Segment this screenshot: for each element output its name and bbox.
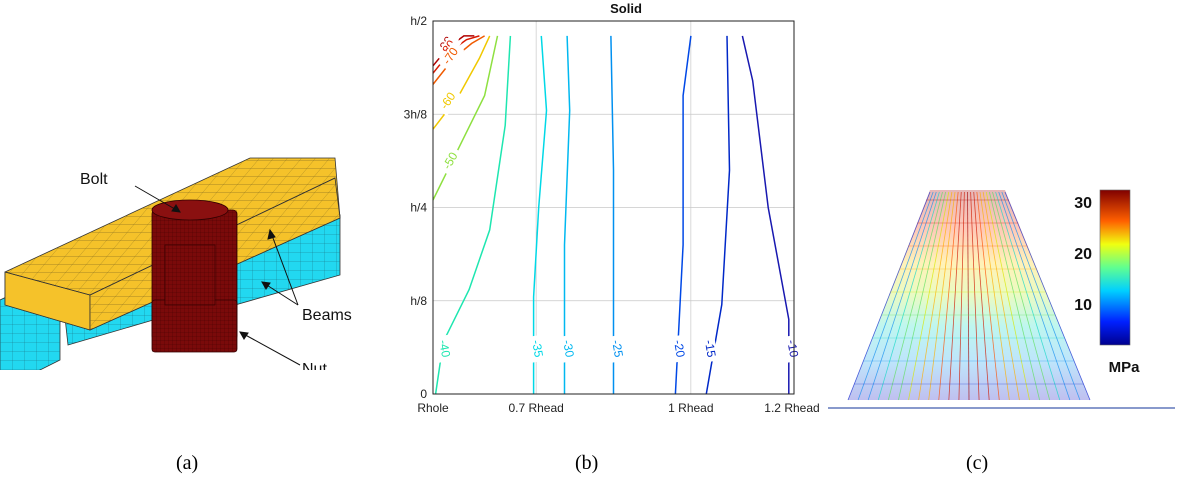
force-vector	[992, 191, 1051, 401]
force-vector	[976, 191, 1000, 401]
force-vector	[938, 191, 959, 401]
contour-label-bg	[669, 334, 688, 363]
bolt-label: Bolt	[80, 171, 108, 188]
contour-label-bg	[438, 146, 464, 176]
leader-arrows	[134, 185, 301, 366]
force-vector	[970, 191, 980, 401]
y-tick-label: h/2	[410, 14, 427, 28]
colorbar-tick-20: 20	[1074, 246, 1092, 263]
colorbar-unit: MPa	[1109, 359, 1141, 376]
force-vector	[898, 191, 947, 401]
y-tick-label: 0	[420, 387, 427, 401]
force-vector	[1004, 191, 1091, 401]
caption-b: (b)	[575, 452, 599, 474]
contour-label-bg	[782, 334, 801, 363]
nut-label: Nut	[302, 361, 327, 370]
beams-label: Beams	[302, 307, 352, 324]
contour-label-bg	[434, 334, 453, 363]
contour-label-bg	[558, 334, 577, 363]
force-vector	[918, 191, 953, 401]
force-vector	[967, 191, 970, 401]
force-vector	[877, 191, 940, 401]
force-vector	[988, 191, 1040, 401]
force-vector	[948, 191, 962, 401]
force-vector	[998, 191, 1071, 401]
contour-line	[563, 35, 571, 394]
y-tick-label: h/8	[410, 294, 427, 308]
contour-line	[741, 35, 790, 394]
panel-a-bolted-beam-mesh: Bolt Beams Nut	[0, 157, 352, 370]
colorbar-tick-30: 30	[1074, 195, 1092, 212]
panel-b-contour-chart: Solid Rhole 0.7 Rhead 1 Rhead 1.2 Rhead 0 h/…	[404, 1, 820, 415]
contour-label: -40	[436, 339, 453, 359]
y-axis-ticks: 0 h/8 h/4 3h/8 h/2	[404, 14, 428, 401]
chart-title: Solid	[610, 1, 642, 16]
contour-label: -25	[609, 339, 626, 359]
bolt-and-nut	[151, 199, 238, 353]
y-tick-label: 3h/8	[404, 107, 428, 121]
contour-lines: -90-80-70-60-50-40-35-30-25-20-15-10	[432, 30, 801, 395]
force-vector	[928, 191, 956, 401]
contour-label: -15	[702, 339, 719, 359]
force-vector	[995, 191, 1061, 401]
x-tick-label: 1.2 Rhead	[764, 401, 819, 415]
force-vector-field	[847, 190, 1091, 401]
force-vector	[982, 191, 1020, 401]
colorbar: 30 20 10 MPa	[1074, 189, 1141, 376]
y-tick-label: h/4	[410, 201, 427, 215]
caption-a: (a)	[176, 452, 199, 474]
panel-c-stress-field: 30 20 10 MPa	[828, 189, 1175, 409]
contour-line	[610, 35, 615, 394]
x-axis-ticks: Rhole 0.7 Rhead 1 Rhead 1.2 Rhead	[417, 401, 819, 415]
x-tick-label: 0.7 Rhead	[508, 401, 563, 415]
contour-label-bg	[437, 41, 465, 72]
contour-label: -30	[560, 339, 577, 359]
force-vector	[867, 191, 937, 401]
contour-label: -35	[529, 339, 546, 359]
x-tick-label: 1 Rhead	[668, 401, 713, 415]
contour-label-bg	[607, 334, 626, 363]
contour-label-bg	[527, 334, 546, 363]
force-vector	[887, 191, 943, 401]
contour-label: -20	[671, 339, 688, 359]
force-vector	[979, 191, 1010, 401]
force-vector	[908, 191, 950, 401]
force-vector	[973, 191, 990, 401]
force-vector	[857, 191, 934, 401]
force-vector	[958, 191, 965, 401]
force-vector	[985, 191, 1030, 401]
force-vector	[847, 191, 931, 401]
contour-line	[432, 35, 499, 201]
x-tick-label: Rhole	[417, 401, 449, 415]
contour-label-bg	[435, 86, 462, 117]
caption-c: (c)	[966, 452, 989, 474]
colorbar-tick-10: 10	[1074, 297, 1092, 314]
force-vector	[1001, 191, 1081, 401]
contour-line	[532, 35, 548, 394]
contour-label-bg	[700, 334, 719, 363]
contour-label: -10	[784, 339, 801, 359]
contour-line	[674, 35, 692, 395]
plot-frame	[432, 20, 795, 395]
